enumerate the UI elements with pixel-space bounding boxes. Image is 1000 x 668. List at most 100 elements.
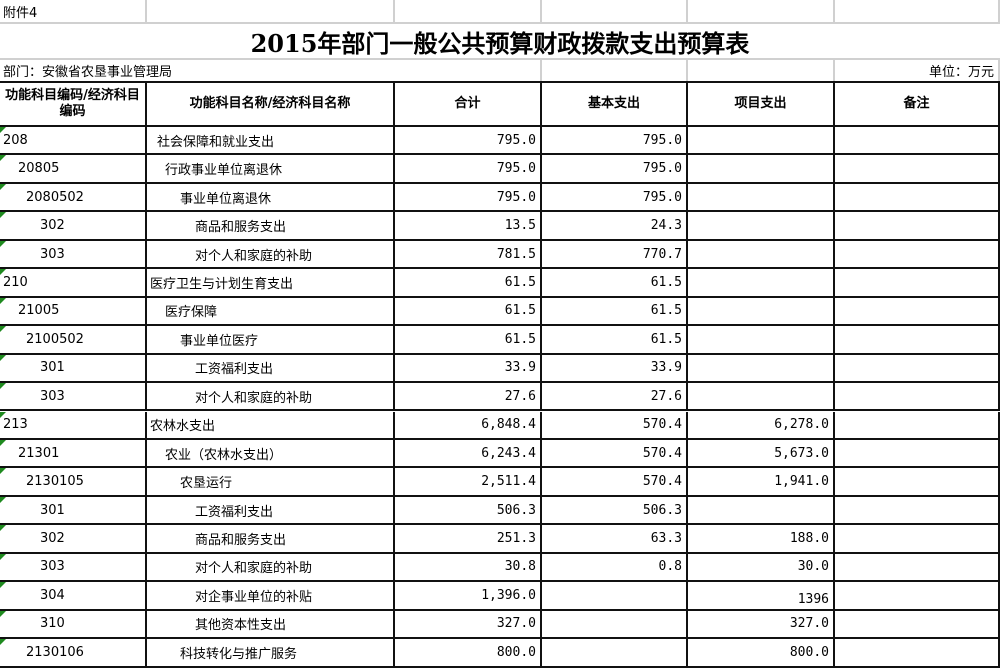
total-cell[interactable]: 30.8 bbox=[395, 553, 542, 583]
note-cell[interactable] bbox=[835, 610, 1000, 640]
basic-cell[interactable]: 33.9 bbox=[542, 354, 688, 384]
header-project[interactable]: 项目支出 bbox=[688, 83, 835, 127]
total-cell[interactable]: 6,848.4 bbox=[395, 411, 542, 440]
total-cell[interactable]: 27.6 bbox=[395, 383, 542, 412]
project-cell[interactable] bbox=[688, 383, 835, 412]
cell[interactable] bbox=[542, 60, 688, 83]
cell[interactable] bbox=[835, 0, 1000, 24]
name-cell[interactable]: 行政事业单位离退休 bbox=[147, 155, 395, 184]
note-cell[interactable] bbox=[835, 269, 1000, 298]
basic-cell[interactable]: 61.5 bbox=[542, 269, 688, 298]
code-cell[interactable]: 208 bbox=[0, 127, 147, 156]
name-cell[interactable]: 医疗保障 bbox=[147, 297, 395, 327]
project-cell[interactable] bbox=[688, 155, 835, 184]
total-cell[interactable]: 327.0 bbox=[395, 610, 542, 640]
code-cell[interactable]: 301 bbox=[0, 354, 147, 384]
basic-cell[interactable]: 795.0 bbox=[542, 127, 688, 156]
note-cell[interactable] bbox=[835, 525, 1000, 554]
total-cell[interactable]: 506.3 bbox=[395, 496, 542, 526]
basic-cell[interactable]: 570.4 bbox=[542, 411, 688, 440]
code-cell[interactable]: 21005 bbox=[0, 297, 147, 327]
basic-cell[interactable] bbox=[542, 639, 688, 668]
project-cell[interactable] bbox=[688, 354, 835, 384]
code-cell[interactable]: 210 bbox=[0, 269, 147, 298]
basic-cell[interactable]: 27.6 bbox=[542, 383, 688, 412]
name-cell[interactable]: 社会保障和就业支出 bbox=[147, 127, 395, 156]
project-cell[interactable]: 1,941.0 bbox=[688, 468, 835, 497]
total-cell[interactable]: 6,243.4 bbox=[395, 439, 542, 469]
name-cell[interactable]: 农林水支出 bbox=[147, 411, 395, 440]
cell[interactable] bbox=[688, 60, 835, 83]
basic-cell[interactable]: 795.0 bbox=[542, 183, 688, 213]
header-note[interactable]: 备注 bbox=[835, 83, 1000, 127]
basic-cell[interactable]: 795.0 bbox=[542, 155, 688, 184]
name-cell[interactable]: 事业单位离退休 bbox=[147, 183, 395, 213]
name-cell[interactable]: 商品和服务支出 bbox=[147, 212, 395, 241]
note-cell[interactable] bbox=[835, 183, 1000, 213]
total-cell[interactable]: 61.5 bbox=[395, 269, 542, 298]
note-cell[interactable] bbox=[835, 212, 1000, 241]
code-cell[interactable]: 303 bbox=[0, 240, 147, 270]
basic-cell[interactable]: 570.4 bbox=[542, 439, 688, 469]
name-cell[interactable]: 农垦运行 bbox=[147, 468, 395, 497]
project-cell[interactable] bbox=[688, 212, 835, 241]
cell[interactable] bbox=[542, 0, 688, 24]
total-cell[interactable]: 13.5 bbox=[395, 212, 542, 241]
project-cell[interactable] bbox=[688, 269, 835, 298]
project-cell[interactable] bbox=[688, 240, 835, 270]
total-cell[interactable]: 251.3 bbox=[395, 525, 542, 554]
department-label[interactable]: 部门：安徽省农垦事业管理局 bbox=[0, 60, 395, 83]
note-cell[interactable] bbox=[835, 127, 1000, 156]
basic-cell[interactable]: 506.3 bbox=[542, 496, 688, 526]
cell[interactable] bbox=[395, 60, 542, 83]
total-cell[interactable]: 795.0 bbox=[395, 183, 542, 213]
note-cell[interactable] bbox=[835, 297, 1000, 327]
basic-cell[interactable]: 61.5 bbox=[542, 326, 688, 355]
total-cell[interactable]: 795.0 bbox=[395, 127, 542, 156]
project-cell[interactable] bbox=[688, 326, 835, 355]
header-code[interactable]: 功能科目编码/经济科目编码 bbox=[0, 83, 147, 127]
name-cell[interactable]: 商品和服务支出 bbox=[147, 525, 395, 554]
project-cell[interactable]: 1396 bbox=[688, 582, 835, 611]
note-cell[interactable] bbox=[835, 439, 1000, 469]
note-cell[interactable] bbox=[835, 155, 1000, 184]
note-cell[interactable] bbox=[835, 326, 1000, 355]
total-cell[interactable]: 1,396.0 bbox=[395, 582, 542, 611]
basic-cell[interactable]: 63.3 bbox=[542, 525, 688, 554]
code-cell[interactable]: 2080502 bbox=[0, 183, 147, 213]
project-cell[interactable]: 800.0 bbox=[688, 639, 835, 668]
basic-cell[interactable]: 0.8 bbox=[542, 553, 688, 583]
note-cell[interactable] bbox=[835, 354, 1000, 384]
name-cell[interactable]: 对个人和家庭的补助 bbox=[147, 383, 395, 412]
note-cell[interactable] bbox=[835, 496, 1000, 526]
note-cell[interactable] bbox=[835, 383, 1000, 412]
total-cell[interactable]: 2,511.4 bbox=[395, 468, 542, 497]
header-total[interactable]: 合计 bbox=[395, 83, 542, 127]
name-cell[interactable]: 其他资本性支出 bbox=[147, 610, 395, 640]
note-cell[interactable] bbox=[835, 553, 1000, 583]
name-cell[interactable]: 对企事业单位的补贴 bbox=[147, 582, 395, 611]
project-cell[interactable] bbox=[688, 183, 835, 213]
code-cell[interactable]: 20805 bbox=[0, 155, 147, 184]
code-cell[interactable]: 21301 bbox=[0, 439, 147, 469]
project-cell[interactable]: 188.0 bbox=[688, 525, 835, 554]
basic-cell[interactable]: 61.5 bbox=[542, 297, 688, 327]
name-cell[interactable]: 对个人和家庭的补助 bbox=[147, 553, 395, 583]
name-cell[interactable]: 工资福利支出 bbox=[147, 354, 395, 384]
project-cell[interactable]: 327.0 bbox=[688, 610, 835, 640]
project-cell[interactable]: 30.0 bbox=[688, 553, 835, 583]
project-cell[interactable]: 5,673.0 bbox=[688, 439, 835, 469]
basic-cell[interactable]: 770.7 bbox=[542, 240, 688, 270]
basic-cell[interactable]: 570.4 bbox=[542, 468, 688, 497]
cell[interactable] bbox=[395, 0, 542, 24]
basic-cell[interactable]: 24.3 bbox=[542, 212, 688, 241]
code-cell[interactable]: 303 bbox=[0, 383, 147, 412]
page-title[interactable]: 2015年部门一般公共预算财政拨款支出预算表 bbox=[0, 24, 1000, 60]
code-cell[interactable]: 2130105 bbox=[0, 468, 147, 497]
code-cell[interactable]: 302 bbox=[0, 525, 147, 554]
note-cell[interactable] bbox=[835, 639, 1000, 668]
attachment-label[interactable]: 附件4 bbox=[0, 0, 147, 24]
code-cell[interactable]: 302 bbox=[0, 212, 147, 241]
note-cell[interactable] bbox=[835, 582, 1000, 611]
header-basic[interactable]: 基本支出 bbox=[542, 83, 688, 127]
